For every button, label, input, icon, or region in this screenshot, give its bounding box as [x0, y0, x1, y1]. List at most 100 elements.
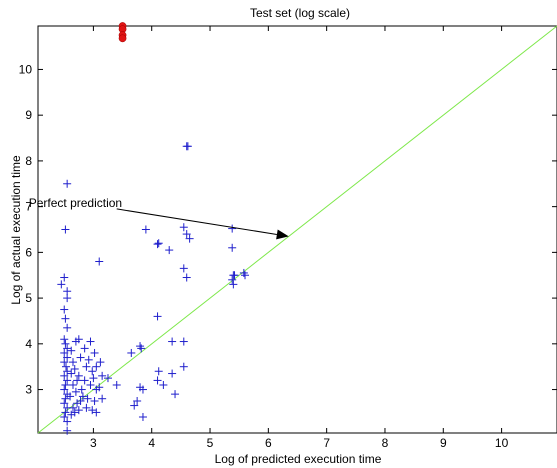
data-point-plus — [136, 342, 145, 351]
data-point-plus — [229, 280, 238, 289]
data-point-plus — [74, 371, 83, 380]
data-point-plus — [63, 367, 72, 376]
y-tick-label: 7 — [25, 200, 32, 214]
data-point-plus — [179, 264, 188, 273]
data-point-plus — [84, 355, 93, 364]
data-point-plus — [68, 380, 77, 389]
data-point-plus — [63, 287, 72, 296]
data-point-plus — [153, 312, 162, 321]
data-point-plus — [67, 410, 76, 419]
data-point-plus — [61, 225, 70, 234]
data-point-plus — [63, 294, 72, 303]
y-axis-ticks: 3 4 5 6 7 8 9 10 — [19, 62, 557, 397]
data-point-plus — [80, 376, 89, 385]
y-axis-label: Log of actual execution time — [9, 155, 23, 305]
y-tick-label: 4 — [25, 337, 32, 351]
x-tick-label: 6 — [265, 436, 272, 450]
data-point-plus — [60, 273, 69, 282]
data-point-plus — [112, 380, 121, 389]
annotation-group: Perfect prediction — [29, 196, 289, 240]
data-point-plus — [63, 179, 72, 188]
data-point-plus — [74, 335, 83, 344]
data-point-plus — [154, 367, 163, 376]
data-point-plus — [154, 239, 163, 248]
data-point-plus — [127, 348, 136, 357]
data-point-plus — [228, 275, 237, 284]
y-tick-label: 9 — [25, 108, 32, 122]
data-point-plus — [138, 412, 147, 421]
data-point-plus — [68, 403, 77, 412]
data-point-plus — [70, 364, 79, 373]
data-point-plus — [61, 362, 70, 371]
data-point-plus — [80, 344, 89, 353]
data-point-dot — [118, 34, 127, 43]
data-point-plus — [67, 346, 76, 355]
data-point-plus — [86, 380, 95, 389]
data-point-plus — [71, 387, 80, 396]
data-point-plus — [90, 348, 99, 357]
data-point-plus — [63, 353, 72, 362]
data-point-plus — [76, 353, 85, 362]
data-point-plus — [63, 323, 72, 332]
data-point-plus — [153, 240, 162, 249]
data-point-plus — [63, 344, 72, 353]
data-point-plus — [60, 371, 69, 380]
data-point-plus — [61, 408, 70, 417]
data-point-plus — [230, 271, 239, 280]
data-point-plus — [88, 406, 97, 415]
data-point-plus — [103, 374, 112, 383]
data-point-plus — [89, 374, 98, 383]
data-point-plus — [90, 396, 99, 405]
data-point-plus — [241, 271, 250, 280]
data-point-plus — [61, 339, 70, 348]
data-point-plus — [138, 385, 147, 394]
x-tick-label: 10 — [495, 436, 509, 450]
data-point-plus — [63, 417, 72, 426]
data-point-plus — [165, 246, 174, 255]
y-tick-label: 5 — [25, 291, 32, 305]
data-point-plus — [153, 376, 162, 385]
y-tick-label: 6 — [25, 245, 32, 259]
data-point-plus — [70, 408, 79, 417]
data-point-plus — [67, 369, 76, 378]
data-point-plus — [98, 371, 107, 380]
data-point-plus — [228, 243, 237, 252]
data-point-plus — [130, 401, 139, 410]
y-tick-label: 10 — [19, 62, 33, 76]
x-tick-label: 8 — [382, 436, 389, 450]
data-point-plus — [88, 367, 97, 376]
data-point-plus — [60, 385, 69, 394]
annotation-label: Perfect prediction — [29, 196, 122, 210]
data-point-plus — [66, 392, 75, 401]
data-point-plus — [168, 369, 177, 378]
data-point-plus — [73, 376, 82, 385]
data-point-plus — [60, 358, 69, 367]
data-point-plus — [61, 394, 70, 403]
data-point-plus — [95, 257, 104, 266]
data-point-plus — [78, 392, 87, 401]
chart-title: Test set (log scale) — [250, 6, 350, 20]
data-point-plus — [137, 344, 146, 353]
data-point-plus — [98, 394, 107, 403]
data-point-plus — [77, 385, 86, 394]
x-tick-label: 4 — [148, 436, 155, 450]
x-tick-label: 9 — [440, 436, 447, 450]
data-point-plus — [168, 337, 177, 346]
data-points — [57, 22, 250, 435]
reference-line-group — [37, 25, 557, 434]
data-point-plus — [133, 396, 142, 405]
data-point-plus — [86, 337, 95, 346]
data-point-plus — [96, 358, 105, 367]
data-point-plus — [60, 335, 69, 344]
data-point-plus — [76, 396, 85, 405]
annotation-arrowhead — [276, 229, 289, 240]
data-point-plus — [82, 403, 91, 412]
data-point-plus — [60, 412, 69, 421]
perfect-prediction-line — [37, 25, 557, 434]
plot-frame — [37, 25, 557, 434]
data-point-plus — [82, 362, 91, 371]
data-point-plus — [61, 380, 70, 389]
data-point-plus — [171, 390, 180, 399]
data-point-plus — [83, 394, 92, 403]
